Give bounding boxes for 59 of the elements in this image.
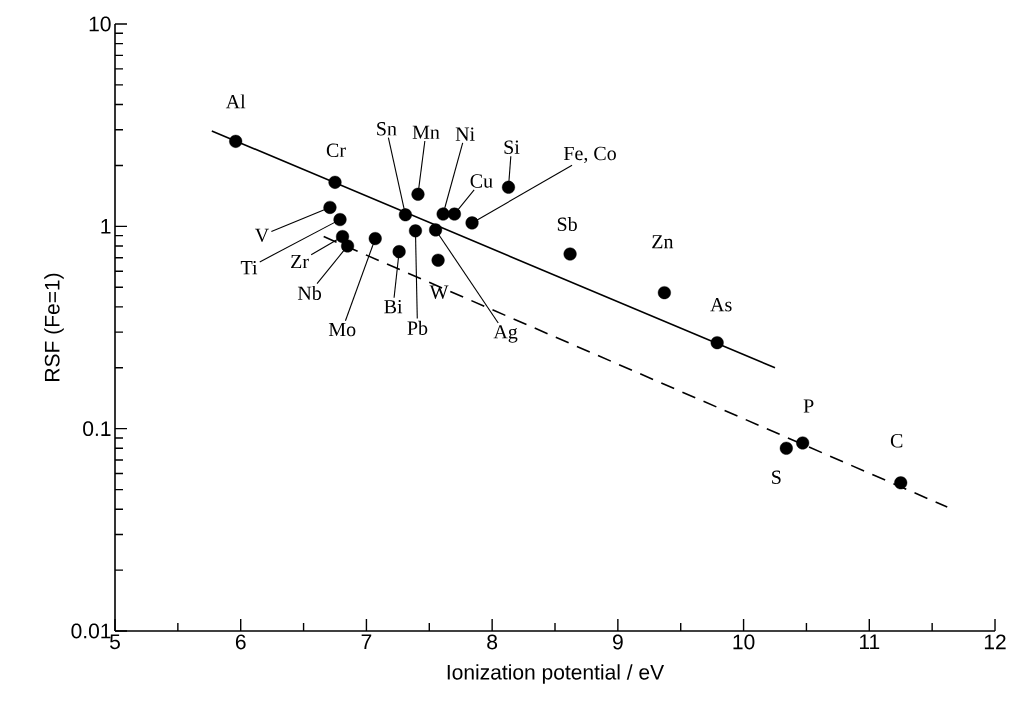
- annotation: Si: [504, 140, 520, 154]
- x-tick-label: 5: [110, 634, 120, 650]
- point: [333, 213, 347, 227]
- y-axis-title: RSF (Fe=1): [44, 273, 64, 381]
- annotation: Pb: [407, 320, 428, 335]
- point: [796, 436, 810, 450]
- annotation: C: [890, 434, 903, 448]
- annotation: P: [803, 399, 814, 413]
- y-tick-label: 0.01: [71, 623, 111, 639]
- annotation: Bi: [384, 299, 403, 314]
- point: [323, 200, 337, 214]
- annotation: Ti: [240, 260, 258, 275]
- annotation: Nb: [297, 285, 322, 300]
- point: [657, 286, 671, 300]
- x-axis-title: Ionization potential / eV: [447, 664, 665, 684]
- annotation: Sb: [557, 216, 577, 232]
- point: [368, 232, 382, 246]
- annotation: V: [254, 228, 269, 243]
- annotation: Mo: [328, 322, 356, 337]
- point: [447, 207, 461, 221]
- annotation: Cr: [326, 143, 346, 158]
- y-tick-label: 10: [89, 16, 111, 32]
- y-tick-label: 0.1: [83, 421, 111, 437]
- point: [411, 187, 425, 201]
- annotation: Al: [225, 94, 246, 109]
- annotation: Fe, Co: [563, 146, 616, 164]
- point: [465, 216, 479, 230]
- point: [429, 223, 443, 237]
- point: [392, 245, 406, 259]
- x-tick-label: 8: [487, 634, 498, 650]
- x-tick-label: 12: [984, 634, 1006, 650]
- point: [710, 336, 724, 350]
- point: [436, 207, 450, 221]
- point: [328, 175, 342, 189]
- annotation: As: [710, 298, 732, 312]
- x-tick-label: 11: [859, 634, 880, 649]
- point: [779, 441, 793, 455]
- annotation: Sn: [377, 122, 397, 136]
- point: [894, 476, 908, 490]
- annotation: S: [772, 470, 781, 484]
- point: [431, 253, 445, 267]
- annotation: Zr: [291, 255, 309, 269]
- x-tick-label: 10: [733, 634, 755, 650]
- point: [398, 208, 412, 222]
- annotation: Zn: [652, 235, 674, 249]
- point: [501, 180, 515, 194]
- point: [408, 224, 422, 238]
- annotation: Mn: [412, 125, 440, 139]
- point: [229, 134, 243, 148]
- annotation: W: [429, 285, 449, 299]
- point: [563, 247, 577, 261]
- x-tick-label: 9: [613, 634, 623, 650]
- annotation: Cu: [470, 174, 493, 188]
- annotation: Ni: [455, 127, 475, 141]
- annotation: Ag: [493, 325, 518, 343]
- point: [341, 239, 355, 253]
- y-tick-label: 1: [101, 219, 111, 234]
- x-tick-label: 7: [361, 634, 372, 649]
- x-tick-label: 6: [235, 634, 246, 650]
